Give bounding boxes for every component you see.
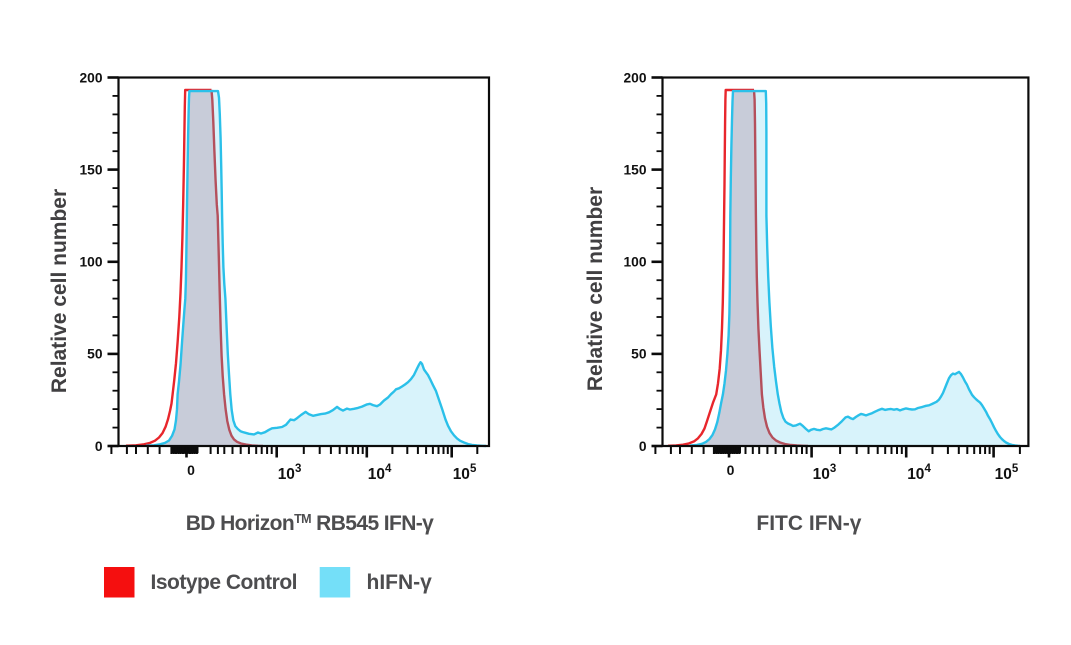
svg-text:hIFN-γ: hIFN-γ	[367, 571, 433, 594]
svg-text:200: 200	[623, 70, 646, 85]
svg-text:0: 0	[727, 462, 735, 478]
svg-text:150: 150	[79, 162, 102, 177]
svg-text:0: 0	[95, 439, 103, 454]
svg-text:0: 0	[187, 462, 195, 478]
svg-text:0: 0	[639, 439, 647, 454]
svg-text:FITC IFN-γ: FITC IFN-γ	[756, 512, 861, 535]
svg-text:100: 100	[623, 255, 646, 270]
svg-text:BD HorizonTM RB545 IFN-γ: BD HorizonTM RB545 IFN-γ	[186, 512, 434, 535]
svg-text:50: 50	[87, 347, 103, 362]
svg-text:200: 200	[79, 70, 102, 85]
svg-text:Relative cell number: Relative cell number	[48, 189, 71, 393]
svg-text:100: 100	[79, 255, 102, 270]
svg-text:50: 50	[631, 347, 647, 362]
svg-text:150: 150	[623, 162, 646, 177]
svg-text:Relative cell number: Relative cell number	[584, 187, 607, 391]
svg-text:Isotype Control: Isotype Control	[151, 571, 298, 594]
